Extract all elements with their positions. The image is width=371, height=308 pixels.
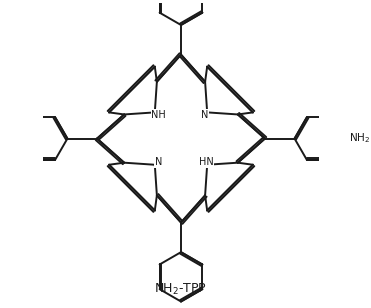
Text: N: N [201,110,209,120]
Text: NH: NH [151,110,166,120]
Text: N: N [155,157,162,167]
Text: NH$_2$: NH$_2$ [349,132,370,145]
Text: NH$_2$-TPP: NH$_2$-TPP [154,282,207,297]
Text: HN: HN [198,157,213,167]
